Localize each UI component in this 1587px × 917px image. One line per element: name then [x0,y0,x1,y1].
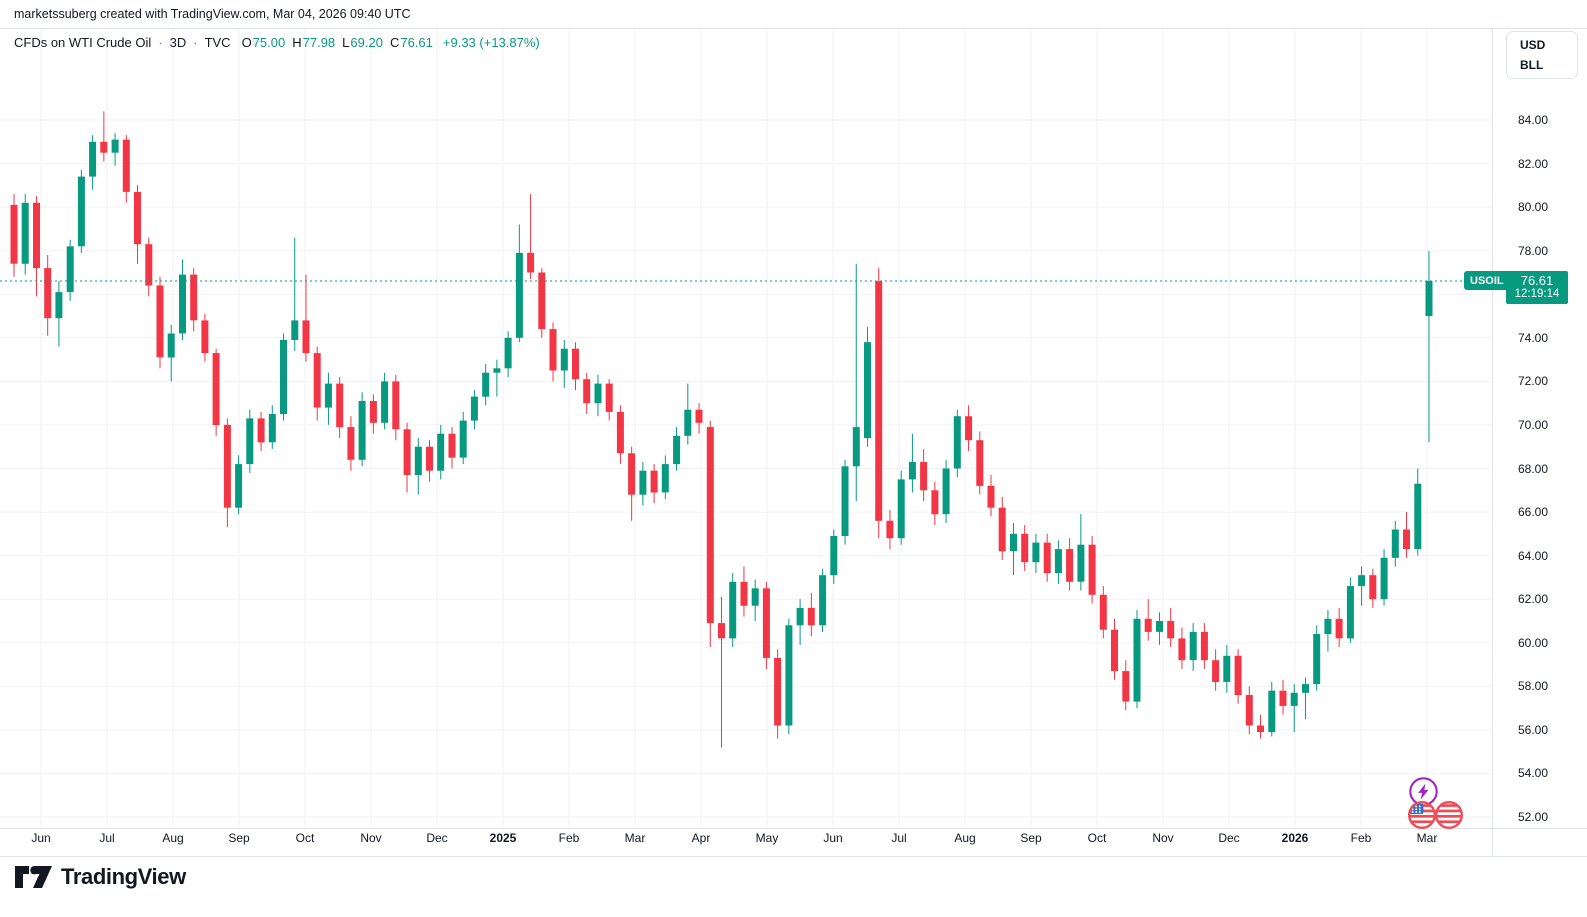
flag-right-circle [1435,800,1464,830]
low-value: 69.20 [350,35,383,50]
high-key: H [292,35,302,50]
close-key: C [389,35,400,50]
time-tick-label: Nov [1152,831,1174,845]
exchange-label: TVC [204,35,231,50]
time-tick-label: Sep [1020,831,1042,845]
time-tick-label: Jul [99,831,115,845]
price-tick-label: 62.00 [1518,592,1549,607]
symbol-flag-text: USOIL [1470,274,1504,287]
time-tick-label: Mar [1416,831,1438,845]
price-tick-label: 84.00 [1518,113,1549,127]
change-value: +9.33 (+13.87%) [442,35,540,50]
ohlc-close: C 76.61 [390,35,433,50]
time-tick-label: Feb [1350,831,1372,845]
currency-label: USD [1520,38,1546,53]
ohlc-low: L 69.20 [342,35,383,50]
time-tick-label: Nov [360,831,382,845]
symbol-title: CFDs on WTI Crude Oil [14,35,152,50]
interval-label: 3D [169,35,187,50]
price-tick-label: 70.00 [1518,417,1549,432]
unit-label: BLL [1520,57,1544,72]
price-tick-label: 78.00 [1518,243,1549,258]
bar-countdown: 12:19:14 [1514,287,1560,300]
us-flag-icon[interactable] [1404,798,1468,832]
widget-bottom-border [0,856,1587,857]
widget-top-border [0,28,1587,29]
open-key: O [241,35,252,50]
time-tick-label: Oct [295,831,315,845]
time-tick-label: Jun [823,831,843,845]
price-tick-label: 72.00 [1518,374,1549,389]
time-tick-label: Feb [558,831,580,845]
tradingview-logo-mark [15,866,52,888]
time-tick-label: May [755,831,779,845]
time-tick-label: Jul [891,831,907,845]
time-tick-label: Mar [624,831,646,845]
time-tick-label: Apr [691,831,711,845]
price-tick-label: 60.00 [1518,635,1549,650]
close-value: 76.61 [400,35,433,50]
time-tick-label: 2026 [1281,831,1309,845]
symbol-legend: CFDs on WTI Crude Oil · 3D · TVC O 75.00… [14,35,540,50]
ohlc-open: O 75.00 [242,35,286,50]
tradingview-logo-text: TradingView [61,864,186,889]
low-key: L [342,35,350,50]
time-tick-label: Aug [954,831,976,845]
price-tick-label: 80.00 [1518,200,1549,215]
price-tick-label: 82.00 [1518,156,1549,171]
flag-left-circle [1407,800,1437,830]
time-axis-border [0,828,1587,829]
price-tick-label: 54.00 [1518,766,1549,781]
price-axis-border [1492,28,1493,856]
price-tick-label: 68.00 [1518,461,1549,476]
symbol-price-flag: USOIL [1464,271,1510,291]
currency-unit-box[interactable]: USD BLL [1506,31,1578,79]
price-tick-label: 64.00 [1518,548,1549,563]
open-value: 75.00 [252,35,286,50]
time-tick-label: Dec [1218,831,1240,845]
legend-separator: · [158,35,163,50]
time-tick-label: 2025 [489,831,517,845]
last-price-label: 76.61 12:19:14 [1506,270,1568,304]
time-tick-label: Aug [162,831,184,845]
last-price-value: 76.61 [1520,272,1554,288]
ohlc-high: H 77.98 [292,35,335,50]
tradingview-logo[interactable]: TradingView [14,862,186,892]
time-tick-label: Dec [426,831,448,845]
price-tick-label: 56.00 [1518,722,1549,737]
time-tick-label: Sep [228,831,250,845]
time-tick-label: Oct [1087,831,1107,845]
time-tick-label: Jun [31,831,51,845]
price-tick-label: 52.00 [1518,810,1549,824]
attribution-text: marketssuberg created with TradingView.c… [14,7,411,21]
price-tick-label: 58.00 [1518,679,1549,694]
high-value: 77.98 [302,35,336,50]
price-tick-label: 66.00 [1518,505,1549,520]
legend-separator: · [193,35,198,50]
price-tick-label: 74.00 [1518,330,1549,345]
